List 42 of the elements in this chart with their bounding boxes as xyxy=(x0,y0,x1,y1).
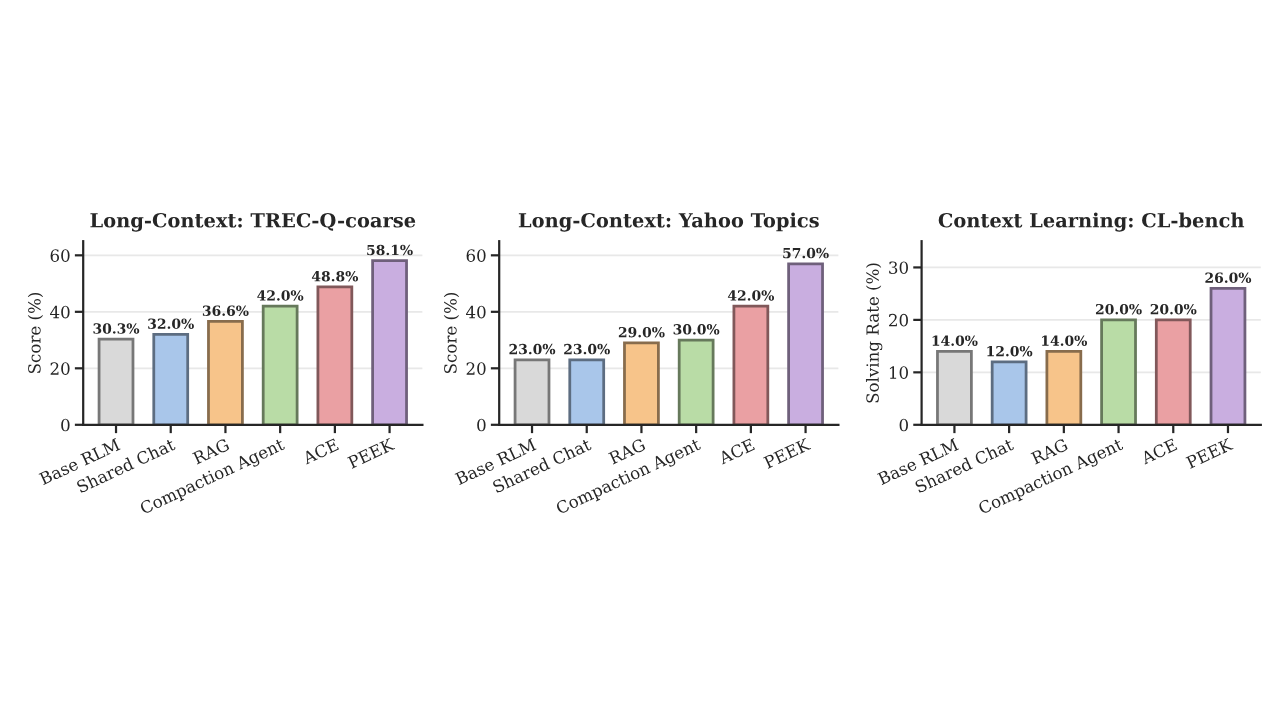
y-tick-label: 40 xyxy=(466,305,486,319)
y-tick-label: 20 xyxy=(466,362,486,375)
x-tick-label: RAG xyxy=(1030,438,1069,465)
y-tick-label: 60 xyxy=(50,249,70,262)
bar xyxy=(568,358,606,425)
bar xyxy=(97,337,135,425)
bar xyxy=(1209,287,1247,425)
y-tick-label: 20 xyxy=(889,313,908,327)
bar xyxy=(787,262,824,425)
y-tick-label: 0 xyxy=(477,418,486,432)
bar xyxy=(261,304,299,425)
x-tick-label: RAG xyxy=(608,438,646,465)
y-axis-title: Score (%) xyxy=(443,292,460,373)
y-axis-title: Score (%) xyxy=(27,292,44,373)
bar xyxy=(316,285,354,425)
bar xyxy=(677,338,715,425)
bar xyxy=(513,358,551,425)
bar xyxy=(1154,318,1192,425)
y-tick-label: 40 xyxy=(50,305,70,319)
y-tick-label: 20 xyxy=(50,362,70,375)
x-tick-label: ACE xyxy=(301,438,340,465)
x-tick-label: ACE xyxy=(717,438,756,465)
y-tick-label: 0 xyxy=(61,418,70,432)
bar xyxy=(207,320,244,425)
y-tick-label: 30 xyxy=(889,261,908,274)
x-tick-label: ACE xyxy=(1139,438,1178,465)
bar xyxy=(623,341,660,425)
bar xyxy=(936,349,973,425)
y-tick-label: 10 xyxy=(889,366,908,379)
chart-title: Long-Context: Yahoo Topics xyxy=(518,212,819,232)
bar xyxy=(1100,318,1137,425)
bar xyxy=(990,360,1028,425)
x-tick-label: RAG xyxy=(192,438,230,465)
y-tick-label: 60 xyxy=(466,249,486,262)
bar xyxy=(371,259,408,425)
y-axis-title: Solving Rate (%) xyxy=(865,263,883,403)
chart-title: Context Learning: CL-bench xyxy=(938,212,1245,232)
bar xyxy=(1045,349,1083,425)
y-tick-label: 0 xyxy=(899,418,908,432)
bar xyxy=(152,333,190,425)
chart-title: Long-Context: TREC-Q-coarse xyxy=(90,212,416,232)
bar xyxy=(732,304,770,425)
